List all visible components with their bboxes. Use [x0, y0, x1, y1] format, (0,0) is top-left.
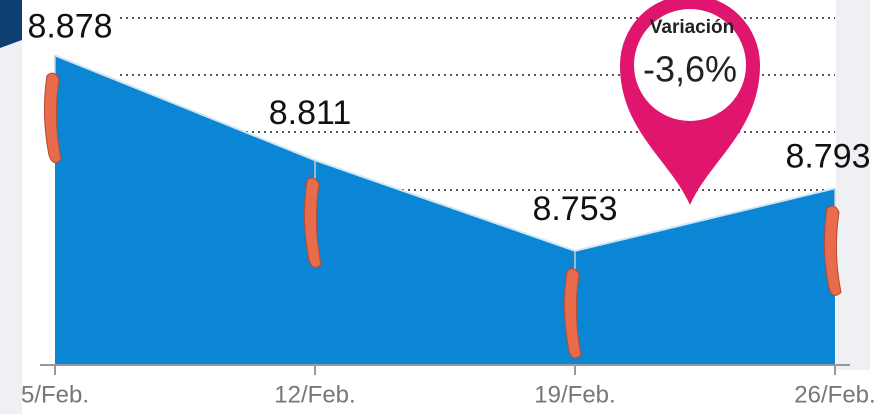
- sausage-icon: [303, 177, 322, 268]
- value-label: 8.811: [269, 94, 352, 132]
- x-tick-label: 5/Feb.: [21, 381, 89, 408]
- pin-circle: [634, 9, 746, 121]
- sausage-icon: [43, 72, 62, 164]
- plot: [40, 54, 850, 375]
- area: [55, 55, 835, 366]
- sausage-icon: [823, 205, 842, 296]
- sausage-icon: [563, 268, 582, 359]
- annotation-title: Variación: [650, 17, 735, 38]
- value-label: 8.753: [532, 190, 617, 228]
- pin: Variación -3,6%: [620, 0, 760, 205]
- right-band: [836, 0, 870, 370]
- icons: [43, 55, 842, 359]
- left-band: [0, 0, 22, 414]
- value-label: 8.793: [785, 137, 870, 175]
- annotation-text: -3,6%: [643, 49, 737, 90]
- x-tick-label: 26/Feb.: [794, 381, 875, 408]
- x-tick-label: 19/Feb.: [534, 381, 615, 408]
- line: [54, 54, 836, 252]
- corner: [0, 0, 22, 48]
- x-tick-label: 12/Feb.: [274, 381, 355, 408]
- value-label: 8.878: [27, 7, 112, 45]
